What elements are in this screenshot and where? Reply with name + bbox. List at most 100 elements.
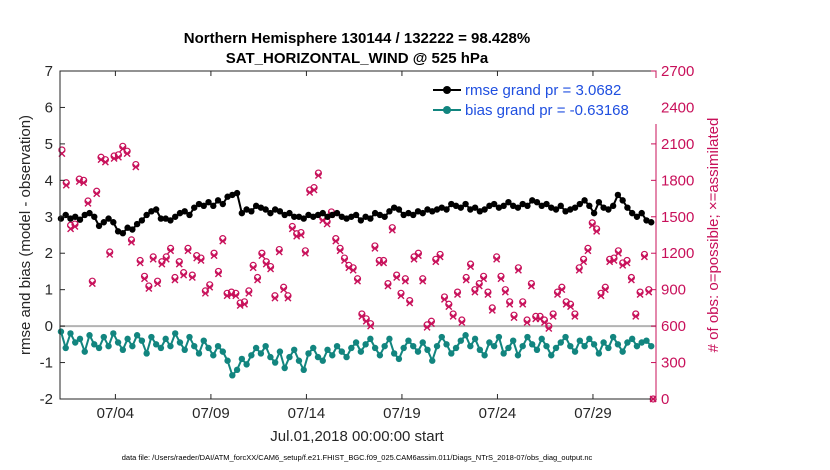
obs-assimilated-stroke bbox=[310, 186, 318, 194]
bias-point bbox=[186, 333, 193, 341]
obs-assimilated-stroke bbox=[88, 280, 96, 288]
obs-assimilated-stroke bbox=[358, 312, 366, 320]
obs-assimilated-marker bbox=[406, 299, 414, 307]
obs-assimilated-marker bbox=[627, 276, 635, 284]
y-right-tick-label: 300 bbox=[661, 355, 686, 372]
bias-point bbox=[410, 342, 417, 350]
bias-point bbox=[562, 333, 569, 341]
obs-assimilated-marker bbox=[519, 300, 527, 308]
rmse-point bbox=[543, 200, 550, 208]
obs-assimilated-marker bbox=[393, 274, 401, 282]
obs-assimilated-marker bbox=[480, 275, 488, 283]
obs-assimilated-stroke bbox=[645, 288, 653, 296]
bias-point bbox=[481, 352, 488, 359]
bias-point bbox=[162, 335, 169, 343]
x-tick-label: 07/29 bbox=[574, 405, 612, 422]
obs-assimilated-stroke bbox=[536, 315, 544, 323]
bias-point bbox=[533, 346, 541, 353]
bias-point bbox=[338, 348, 346, 355]
obs-assimilated-stroke bbox=[475, 282, 483, 290]
rmse-point bbox=[167, 217, 174, 224]
rmse-point bbox=[395, 206, 403, 213]
bias-point bbox=[319, 357, 326, 364]
rmse-point bbox=[381, 213, 388, 220]
obs-assimilated-marker bbox=[154, 280, 162, 288]
obs-assimilated-marker bbox=[175, 260, 183, 268]
obs-assimilated-marker bbox=[454, 291, 462, 299]
rmse-point bbox=[471, 204, 479, 211]
obs-assimilated-marker bbox=[101, 158, 109, 166]
obs-assimilated-stroke bbox=[201, 289, 209, 297]
obs-assimilated-stroke bbox=[571, 312, 579, 320]
obs-assimilated-stroke bbox=[580, 258, 588, 266]
bias-point bbox=[529, 341, 536, 348]
bias-point bbox=[167, 342, 174, 350]
bias-point bbox=[129, 342, 136, 350]
obs-assimilated-stroke bbox=[197, 257, 205, 265]
rmse-point bbox=[410, 211, 417, 219]
rmse-point bbox=[419, 209, 426, 217]
bias-point bbox=[133, 332, 141, 339]
obs-assimilated-stroke bbox=[119, 145, 127, 153]
obs-assimilated-marker bbox=[380, 259, 388, 267]
y-axis-right-label: # of obs: o=possible; ×=assimilated bbox=[705, 118, 722, 353]
bias-point bbox=[648, 342, 655, 350]
obs-assimilated-marker bbox=[367, 322, 375, 330]
obs-assimilated-stroke bbox=[632, 312, 640, 320]
obs-assimilated-marker bbox=[197, 257, 205, 265]
obs-assimilated-stroke bbox=[62, 181, 70, 189]
obs-assimilated-stroke bbox=[293, 232, 301, 240]
bias-point bbox=[471, 335, 479, 343]
bias-point bbox=[324, 346, 331, 353]
bias-point bbox=[400, 344, 407, 352]
footer-data-file: data file: /Users/raeder/DAI/ATM_forcXX/… bbox=[122, 453, 593, 462]
rmse-point bbox=[172, 213, 179, 220]
obs-assimilated-stroke bbox=[80, 179, 88, 187]
rmse-point bbox=[624, 204, 631, 211]
obs-assimilated-stroke bbox=[258, 252, 266, 260]
rmse-point bbox=[152, 206, 160, 213]
obs-assimilated-stroke bbox=[445, 303, 453, 311]
obs-assimilated-stroke bbox=[123, 150, 131, 158]
obs-assimilated-stroke bbox=[593, 227, 601, 235]
obs-assimilated-stroke bbox=[106, 250, 114, 258]
bias-point bbox=[538, 335, 545, 343]
bias-point bbox=[476, 346, 484, 353]
bias-point bbox=[267, 353, 274, 361]
rmse-point bbox=[238, 209, 246, 217]
obs-assimilated-stroke bbox=[306, 188, 314, 196]
obs-assimilated-stroke bbox=[214, 270, 222, 278]
rmse-point bbox=[571, 204, 579, 211]
bias-point bbox=[124, 335, 131, 343]
obs-assimilated-marker bbox=[332, 237, 340, 245]
obs-assimilated-stroke bbox=[493, 255, 501, 263]
rmse-point bbox=[138, 217, 146, 224]
bias-point bbox=[76, 335, 84, 343]
rmse-point bbox=[233, 189, 241, 197]
obs-assimilated-stroke bbox=[354, 277, 362, 285]
obs-assimilated-marker bbox=[349, 266, 357, 274]
rmse-point bbox=[262, 206, 269, 213]
rmse-point bbox=[248, 208, 255, 215]
obs-assimilated-marker bbox=[254, 276, 262, 284]
bias-point bbox=[367, 335, 374, 343]
bias-point bbox=[252, 344, 260, 352]
obs-assimilated-marker bbox=[114, 153, 122, 161]
obs-assimilated-stroke bbox=[380, 259, 388, 267]
obs-assimilated-marker bbox=[214, 270, 222, 278]
obs-assimilated-marker bbox=[106, 250, 114, 258]
rmse-point bbox=[300, 215, 307, 222]
bias-point bbox=[200, 337, 207, 344]
obs-assimilated-marker bbox=[388, 226, 396, 234]
obs-assimilated-marker bbox=[306, 188, 314, 196]
bias-point bbox=[381, 342, 388, 350]
obs-assimilated-marker bbox=[354, 277, 362, 285]
bias-point bbox=[262, 342, 269, 350]
obs-assimilated-marker bbox=[580, 258, 588, 266]
obs-assimilated-marker bbox=[514, 266, 522, 274]
obs-assimilated-marker bbox=[219, 237, 227, 245]
obs-assimilated-marker bbox=[632, 312, 640, 320]
obs-assimilated-marker bbox=[545, 325, 553, 333]
x-tick-label: 07/24 bbox=[479, 405, 517, 422]
rmse-point bbox=[181, 208, 188, 215]
